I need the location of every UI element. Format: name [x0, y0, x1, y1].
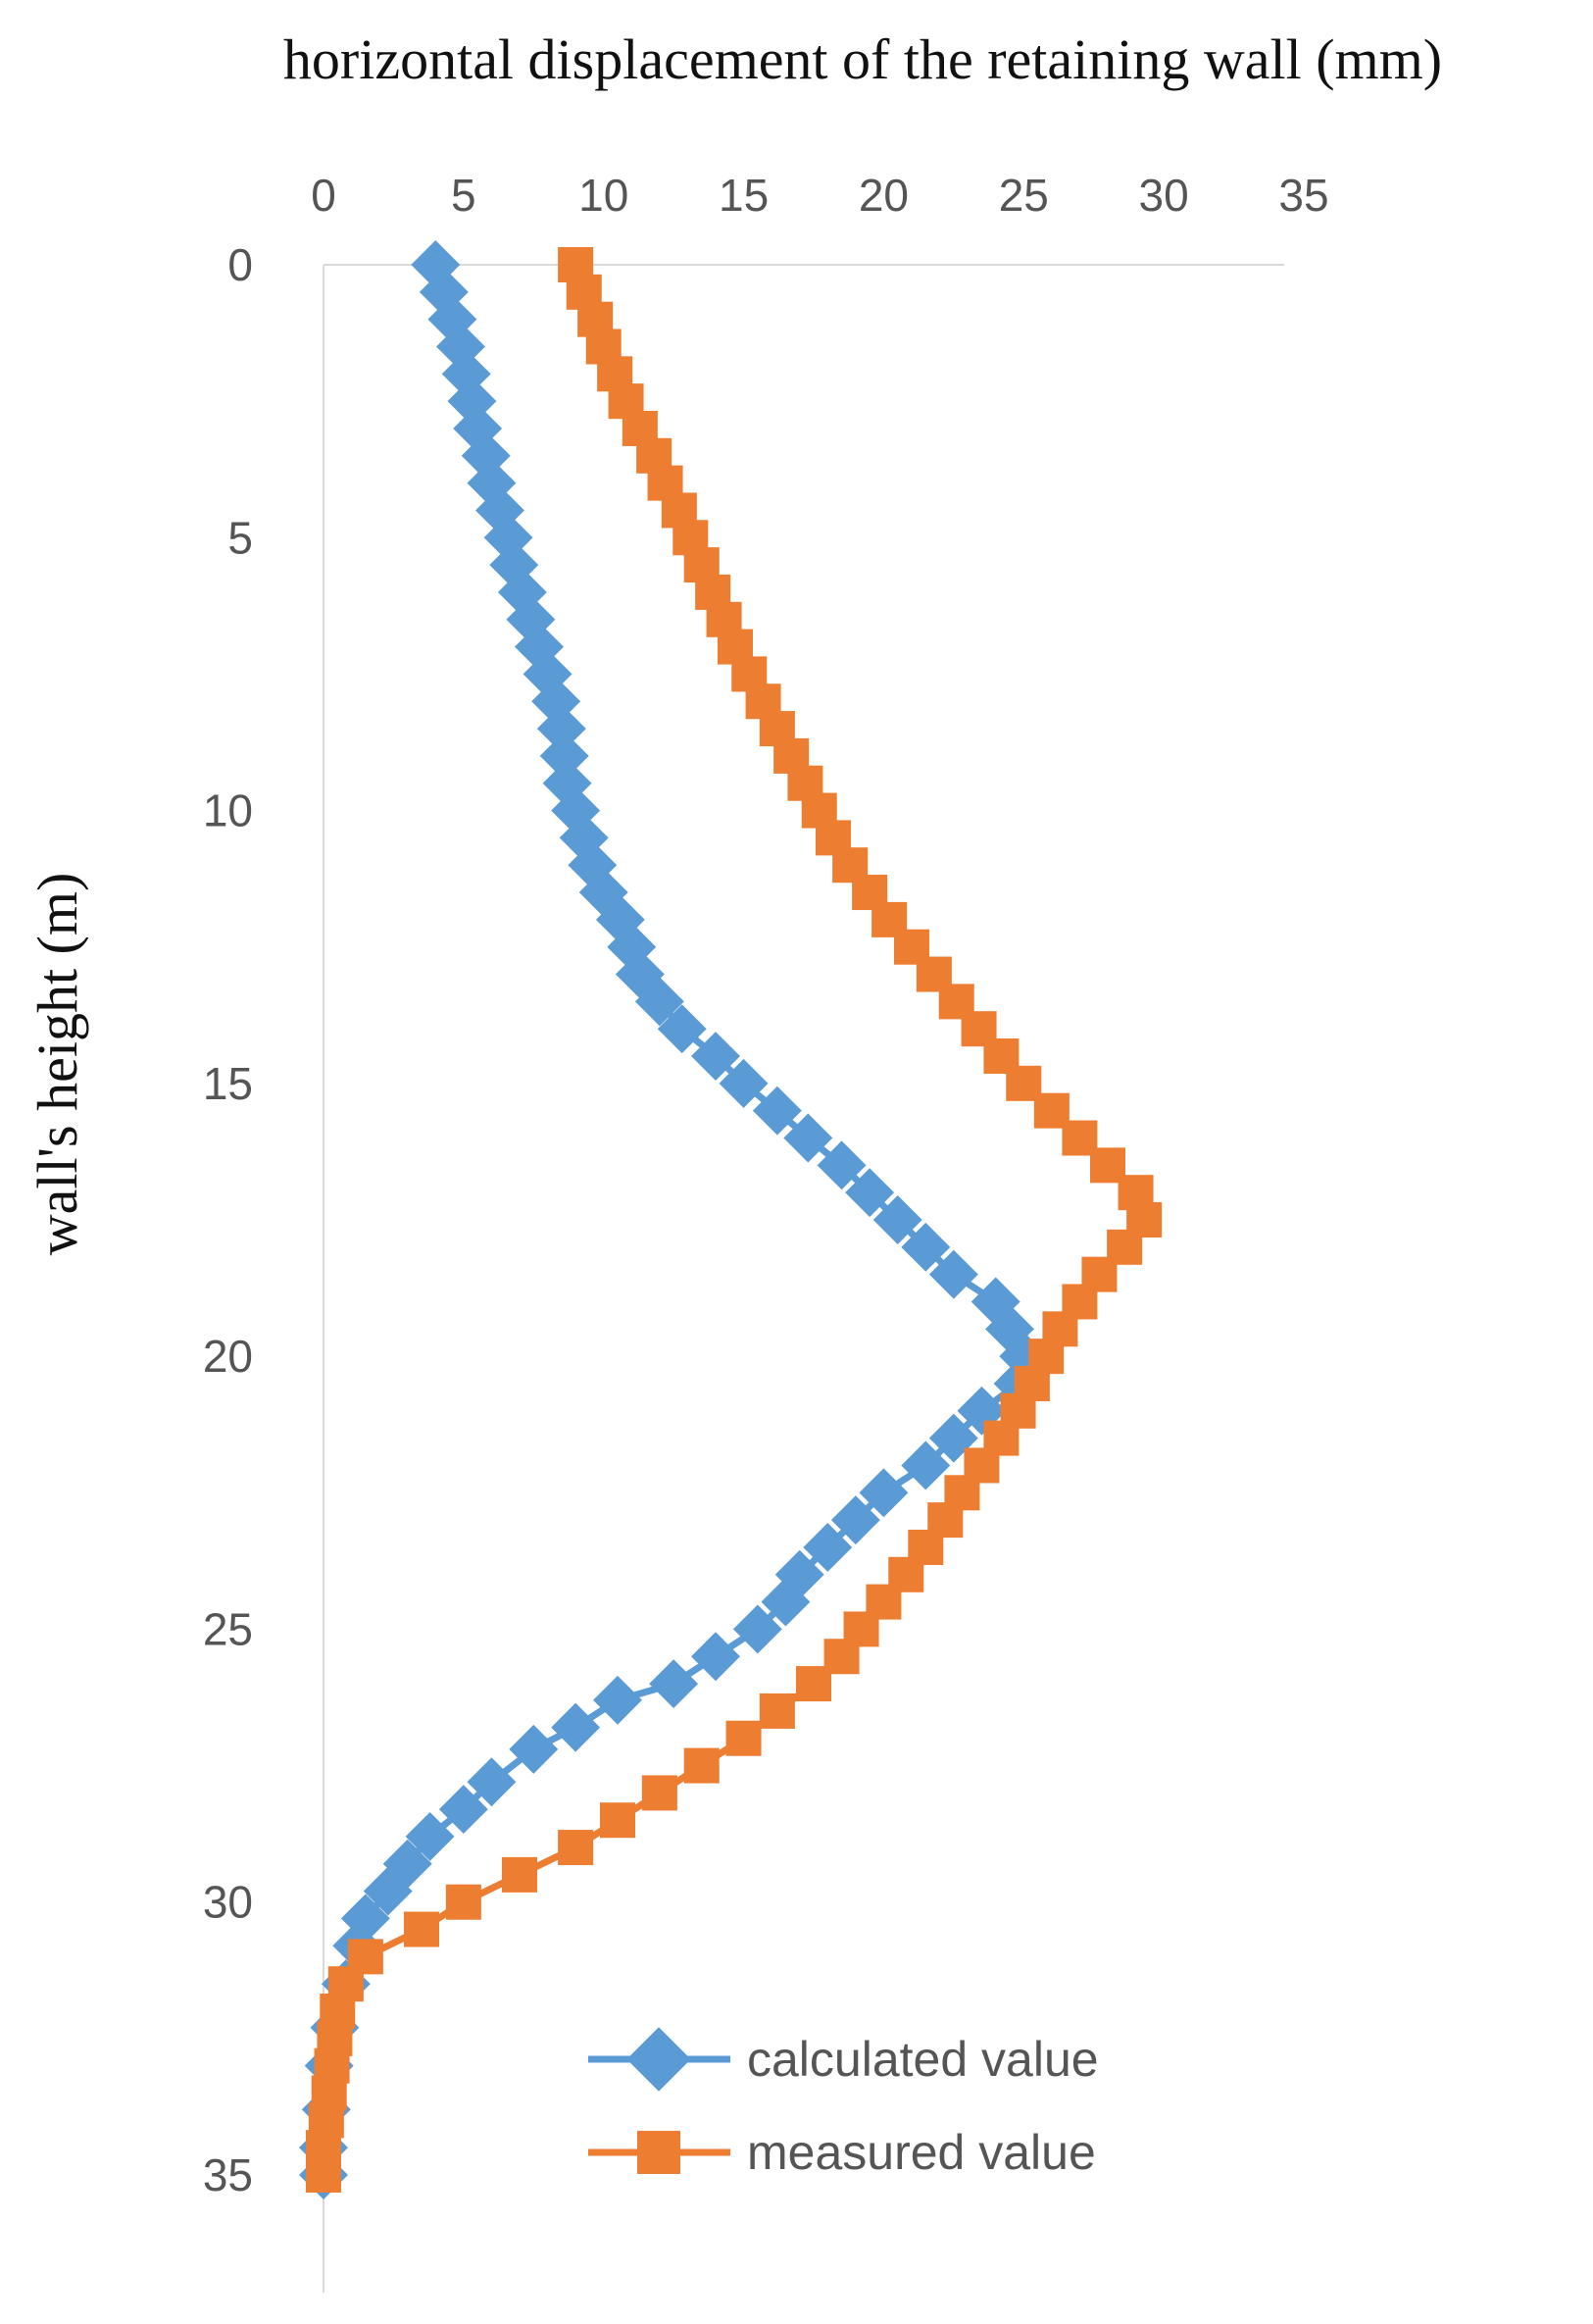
y-tick-label: 30 — [203, 1877, 253, 1928]
y-tick-label: 35 — [203, 2149, 253, 2200]
data-point — [691, 1632, 740, 1681]
y-axis-label: wall's height (m) — [25, 873, 89, 1256]
y-tick-label: 5 — [227, 512, 253, 563]
y-tick-label: 25 — [203, 1603, 253, 1654]
data-point — [642, 1775, 677, 1810]
data-point — [600, 1802, 635, 1838]
legend-label: measured value — [747, 2125, 1096, 2180]
legend-marker — [626, 2027, 691, 2092]
x-tick-label: 10 — [578, 170, 628, 221]
data-point — [502, 1857, 537, 1893]
y-tick-label: 0 — [227, 239, 253, 290]
x-tick-label: 35 — [1278, 170, 1328, 221]
series-1 — [306, 247, 1162, 2193]
x-tick-label: 20 — [859, 170, 909, 221]
data-point — [593, 1676, 642, 1725]
legend-label: calculated value — [747, 2032, 1099, 2087]
data-point — [558, 1830, 593, 1865]
data-point — [446, 1885, 481, 1920]
y-tick-label: 20 — [203, 1331, 253, 1382]
data-point — [684, 1748, 720, 1784]
data-point — [404, 1912, 439, 1947]
y-tick-label: 15 — [203, 1058, 253, 1109]
legend: calculated value measured value — [588, 2027, 1099, 2180]
data-point — [306, 2157, 341, 2193]
x-tick-label: 25 — [999, 170, 1049, 221]
data-point — [726, 1721, 762, 1756]
data-point — [796, 1666, 831, 1701]
x-tick-label: 0 — [311, 170, 336, 221]
x-tick-label: 5 — [451, 170, 476, 221]
chart-title: horizontal displacement of the retaining… — [283, 27, 1442, 91]
data-point — [760, 1693, 795, 1729]
data-point — [551, 1703, 600, 1752]
data-point — [649, 1659, 698, 1708]
x-tick-label: 15 — [719, 170, 769, 221]
legend-marker — [637, 2131, 680, 2174]
x-tick-label: 30 — [1139, 170, 1189, 221]
series-layer — [299, 240, 1162, 2199]
y-tick-label: 10 — [203, 785, 253, 836]
